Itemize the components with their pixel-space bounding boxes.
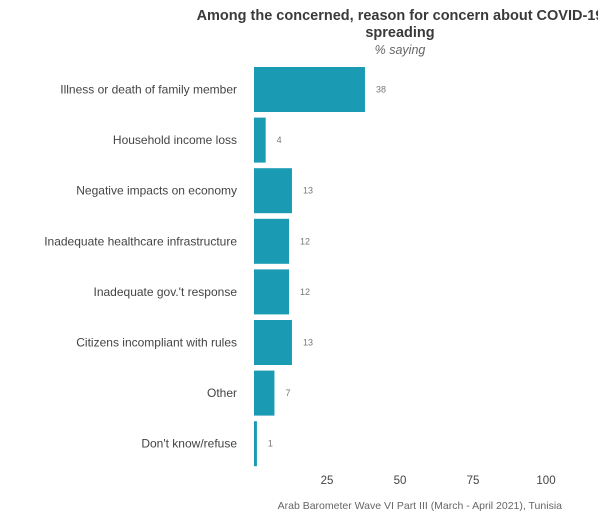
data-label: 38 bbox=[376, 85, 386, 95]
data-label: 13 bbox=[303, 186, 313, 196]
bar bbox=[254, 269, 290, 315]
category-label: Inadequate healthcare infrastructure bbox=[44, 234, 237, 248]
data-label: 4 bbox=[277, 135, 282, 145]
category-label: Illness or death of family member bbox=[60, 83, 237, 97]
chart-title: Among the concerned, reason for concern … bbox=[196, 8, 598, 41]
data-label: 12 bbox=[300, 236, 310, 246]
category-label: Citizens incompliant with rules bbox=[76, 336, 237, 350]
x-tick-label: 25 bbox=[321, 475, 334, 487]
category-label: Household income loss bbox=[113, 133, 237, 147]
category-label: Other bbox=[207, 386, 237, 400]
source-note: Arab Barometer Wave VI Part III (March -… bbox=[277, 500, 562, 512]
category-label: Negative impacts on economy bbox=[76, 184, 237, 198]
chart-subtitle: % saying bbox=[374, 43, 426, 57]
bar bbox=[254, 421, 257, 467]
bar bbox=[254, 320, 292, 365]
data-label: 7 bbox=[285, 388, 290, 398]
data-label: 12 bbox=[300, 287, 310, 297]
category-label: Don't know/refuse bbox=[141, 437, 237, 451]
data-label: 13 bbox=[303, 338, 313, 348]
x-tick-label: 75 bbox=[467, 475, 480, 487]
x-tick-label: 50 bbox=[394, 475, 407, 487]
bar bbox=[254, 168, 292, 214]
bar bbox=[254, 117, 266, 163]
category-label: Inadequate gov.'t response bbox=[93, 285, 237, 299]
bar bbox=[254, 67, 365, 112]
data-label: 1 bbox=[268, 439, 273, 449]
bar bbox=[254, 370, 275, 416]
x-tick-label: 100 bbox=[536, 475, 555, 487]
bar bbox=[254, 218, 290, 264]
